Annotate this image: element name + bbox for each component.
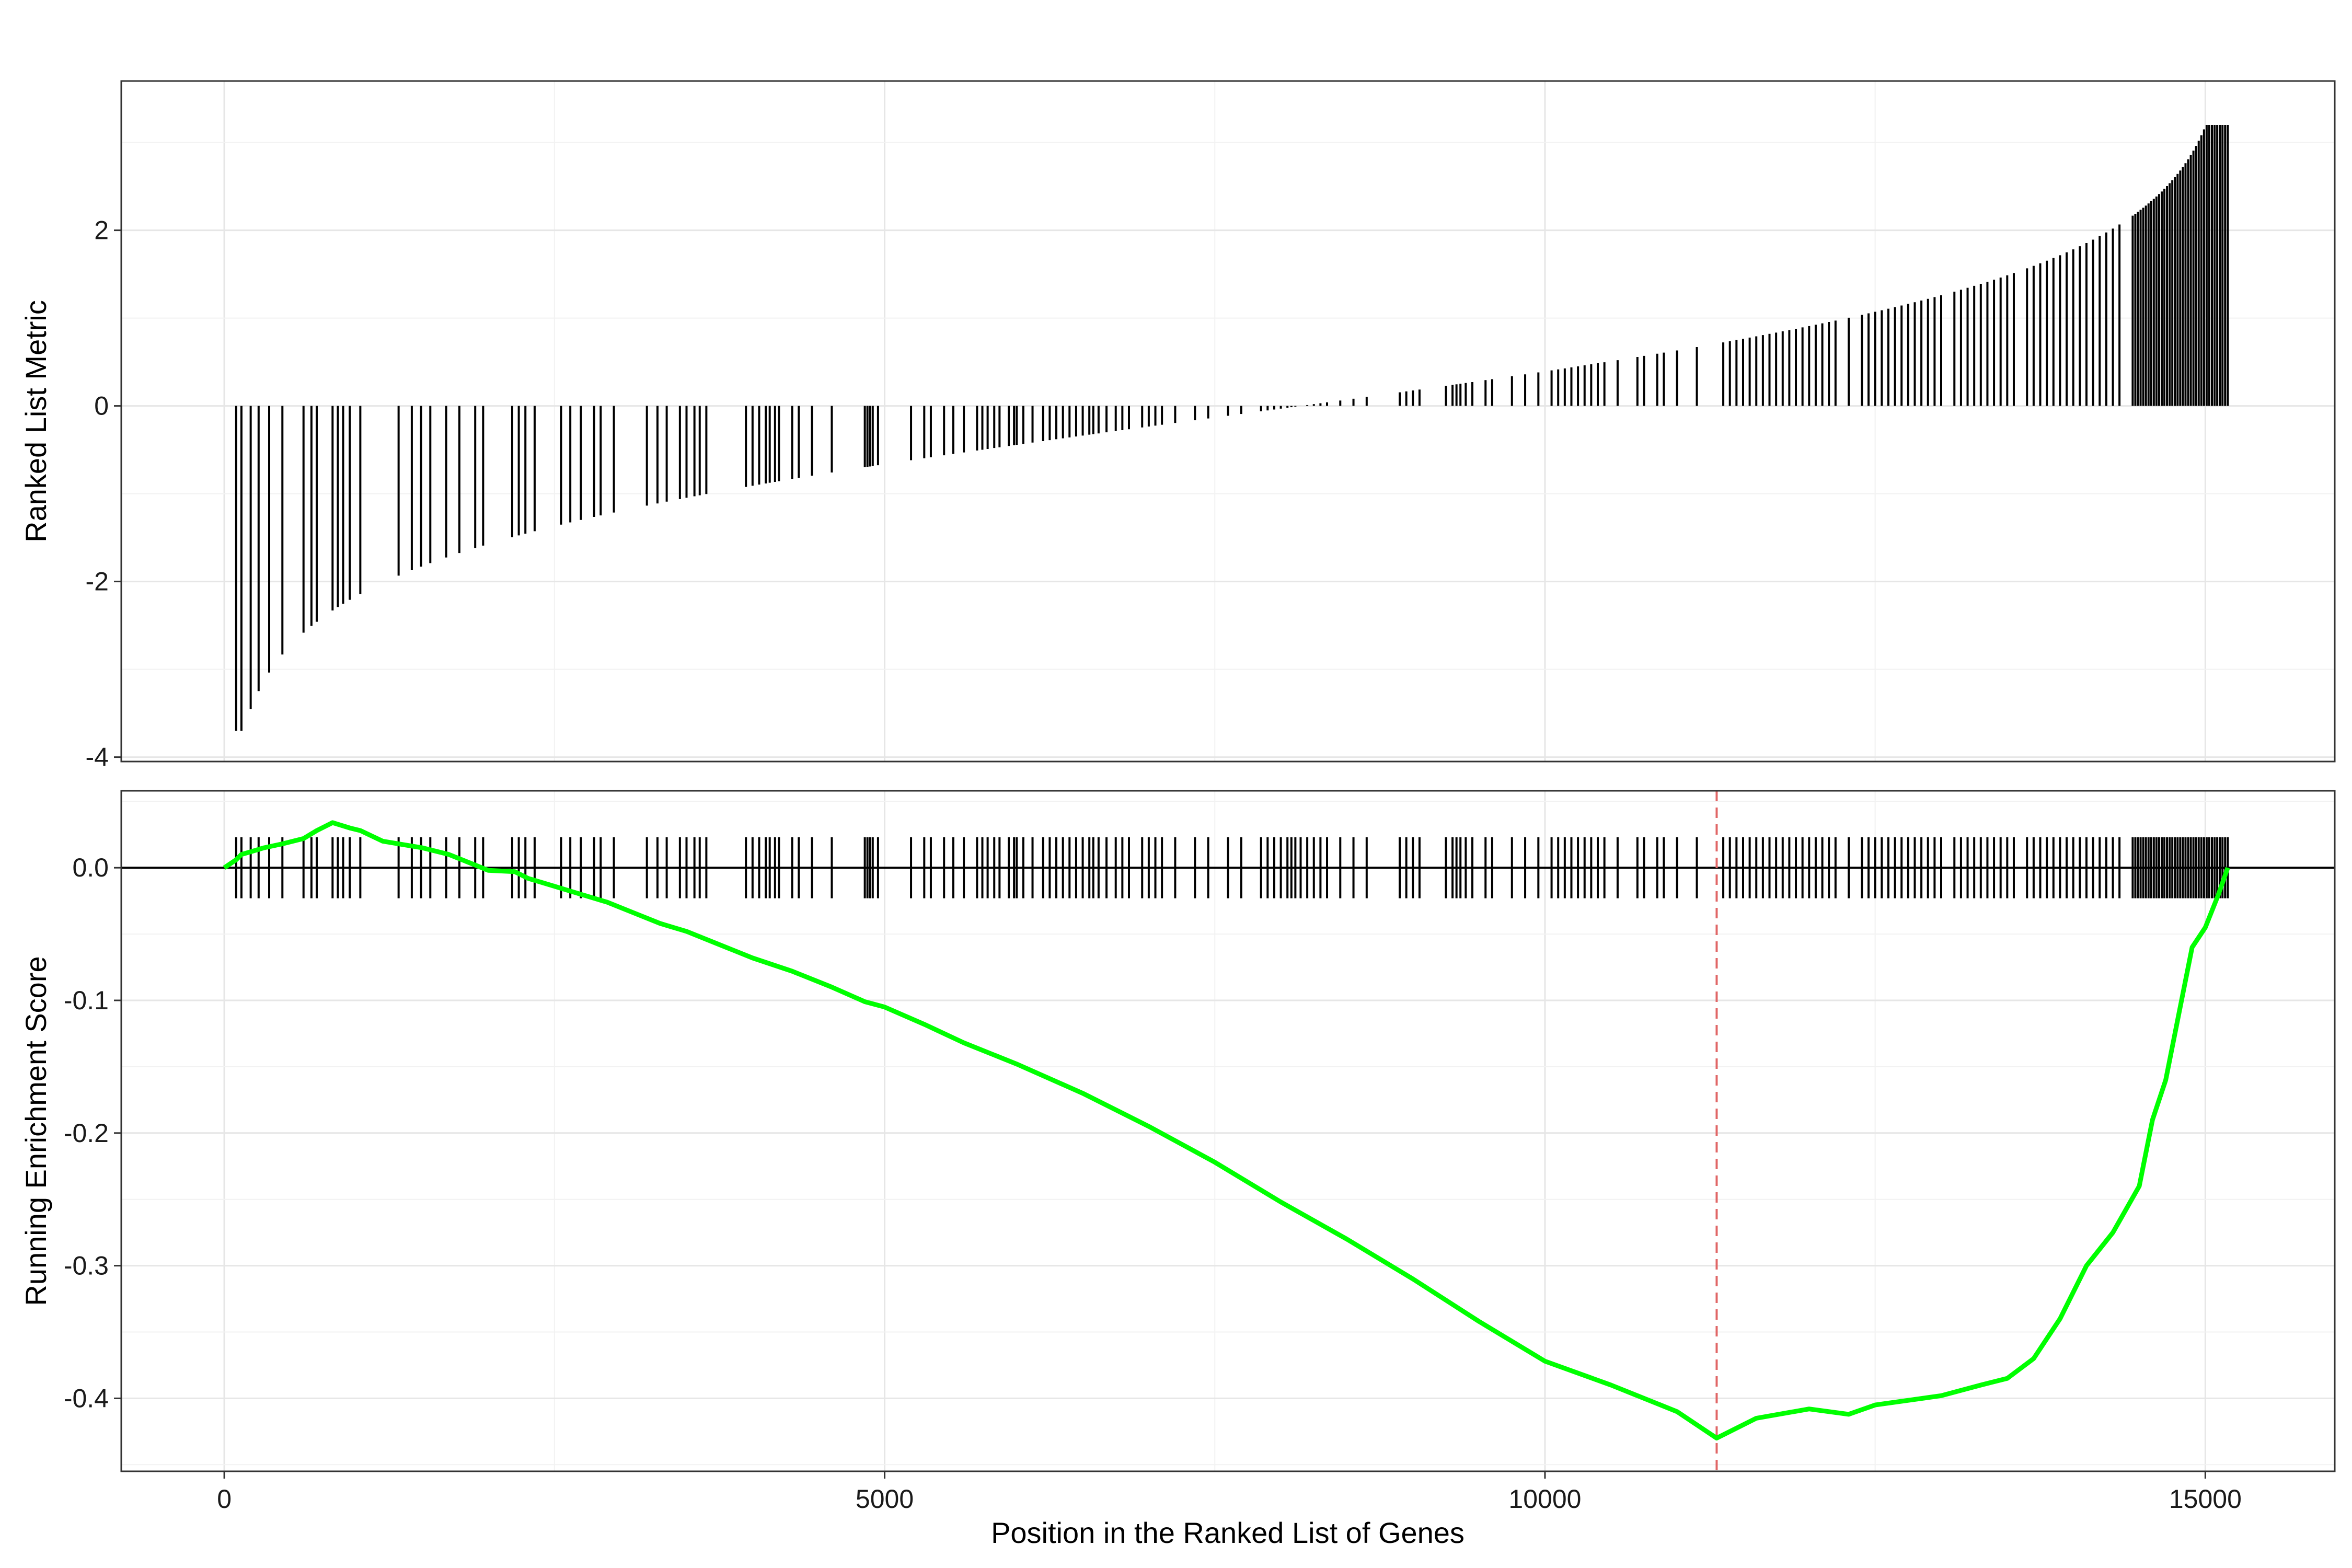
y-tick-label: -0.2 [64,1119,109,1148]
running-enrichment-score-panel: 0.0 -0.1 -0.2 -0.3 -0.4 0 5000 10000 15000 Runn… [19,790,2336,1549]
y-tick-label: -0.4 [64,1383,109,1413]
y-tick-label: 0.0 [72,853,109,882]
top-panel-border [120,80,2336,763]
y-tick-label: 0 [94,391,109,421]
x-axis-title: Position in the Ranked List of Genes [991,1516,1465,1549]
bottom-y-axis-title: Running Enrichment Score [19,956,52,1306]
top-y-axis-title: Ranked List Metric [19,300,52,543]
bottom-y-axis: 0.0 -0.1 -0.2 -0.3 -0.4 [64,853,121,1413]
y-tick-label: -4 [86,743,109,772]
y-tick-label: 2 [94,216,109,245]
top-y-axis: 2 0 -2 -4 [86,216,121,772]
ranked-metric-bars [235,125,2229,731]
running-enrichment-score-line [223,820,2230,1440]
x-tick-label: 0 [217,1484,232,1514]
x-tick-label: 5000 [856,1484,914,1514]
bottom-panel-border [120,790,2336,1472]
y-tick-label: -2 [86,567,109,596]
ranked-list-metric-panel: 2 0 -2 -4 Ranked List Metric [19,80,2336,772]
y-tick-label: -0.3 [64,1251,109,1281]
x-tick-label: 10000 [1508,1484,1581,1514]
x-tick-label: 15000 [2169,1484,2242,1514]
x-axis: 0 5000 10000 15000 [217,1471,2242,1514]
y-tick-label: -0.1 [64,986,109,1015]
